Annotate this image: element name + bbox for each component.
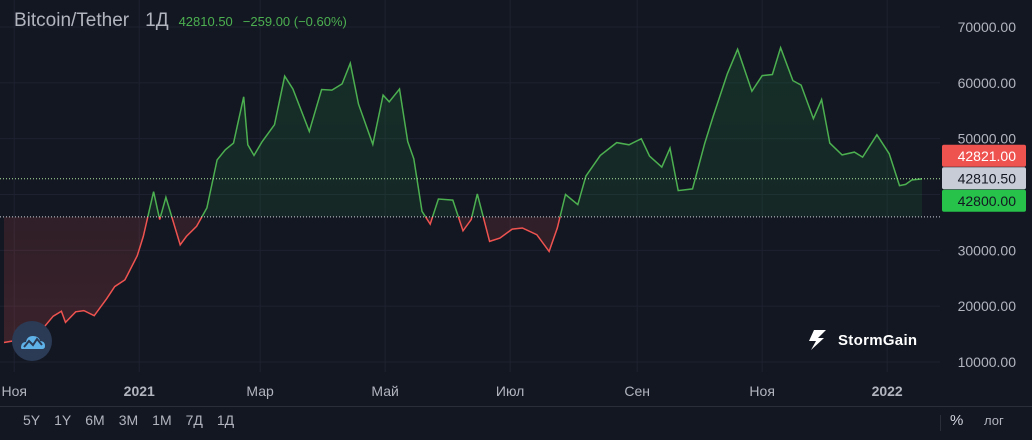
- y-tick-label: 10000.00: [958, 354, 1017, 370]
- range-1m-button[interactable]: 1M: [152, 412, 172, 428]
- x-tick-label: Ноя: [749, 383, 774, 399]
- price-tags: 42821.00 42810.50 42800.00: [942, 144, 1026, 212]
- y-tick-label: 30000.00: [958, 242, 1017, 258]
- x-tick-label: Мар: [246, 383, 274, 399]
- x-tick-label: Июл: [496, 383, 524, 399]
- x-tick-label: Сен: [624, 383, 650, 399]
- price-tag: 42800.00: [942, 189, 1026, 212]
- range-7d-button[interactable]: 7Д: [185, 412, 203, 428]
- bottom-toolbar: 5Y 1Y 6M 3M 1M 7Д 1Д % лог: [0, 406, 1032, 440]
- brand-watermark: StormGain: [806, 328, 917, 352]
- range-5y-button[interactable]: 5Y: [23, 412, 41, 428]
- y-tick-label: 20000.00: [958, 298, 1017, 314]
- percent-scale-toggle[interactable]: %: [950, 412, 964, 429]
- range-6m-button[interactable]: 6M: [85, 412, 105, 428]
- log-scale-toggle[interactable]: лог: [984, 413, 1004, 428]
- y-tick-label: 70000.00: [958, 19, 1017, 35]
- chart-header: Bitcoin/Tether 1Д 42810.50 −259.00 (−0.6…: [14, 10, 347, 32]
- area-fill-above-baseline: [4, 47, 922, 217]
- price-tag-label: 42810.50: [958, 170, 1017, 186]
- range-1d-button[interactable]: 1Д: [216, 412, 235, 428]
- area-fill-below-baseline: [4, 216, 561, 343]
- price-tag: 42810.50: [942, 167, 1026, 190]
- brand-name: StormGain: [838, 331, 918, 349]
- x-tick-label: 2022: [872, 383, 903, 399]
- timeframe-label[interactable]: 1Д: [145, 10, 169, 31]
- toolbar-separator: [940, 415, 941, 431]
- x-tick-label: Ноя: [2, 383, 27, 399]
- cloud-logo-icon[interactable]: [12, 321, 52, 361]
- last-price: 42810.50: [178, 14, 233, 29]
- price-change: −259.00 (−0.60%): [242, 14, 347, 29]
- x-axis: Ноя 2021 Мар Май Июл Сен Ноя 2022: [2, 383, 903, 399]
- price-tag-label: 42821.00: [958, 148, 1017, 164]
- range-selector: 5Y 1Y 6M 3M 1M 7Д 1Д: [15, 412, 241, 428]
- range-3m-button[interactable]: 3M: [118, 412, 139, 428]
- price-tag: 42821.00: [942, 144, 1026, 167]
- price-line-below-baseline: [3, 216, 561, 344]
- price-tag-label: 42800.00: [958, 193, 1017, 209]
- x-tick-label: 2021: [124, 383, 155, 399]
- y-tick-label: 50000.00: [958, 131, 1017, 147]
- x-tick-label: Май: [371, 383, 398, 399]
- symbol-title[interactable]: Bitcoin/Tether: [14, 10, 130, 31]
- price-line-above-baseline: [147, 45, 923, 217]
- range-1y-button[interactable]: 1Y: [54, 412, 72, 428]
- stormgain-bolt-icon: [809, 330, 826, 350]
- y-tick-label: 60000.00: [958, 75, 1017, 91]
